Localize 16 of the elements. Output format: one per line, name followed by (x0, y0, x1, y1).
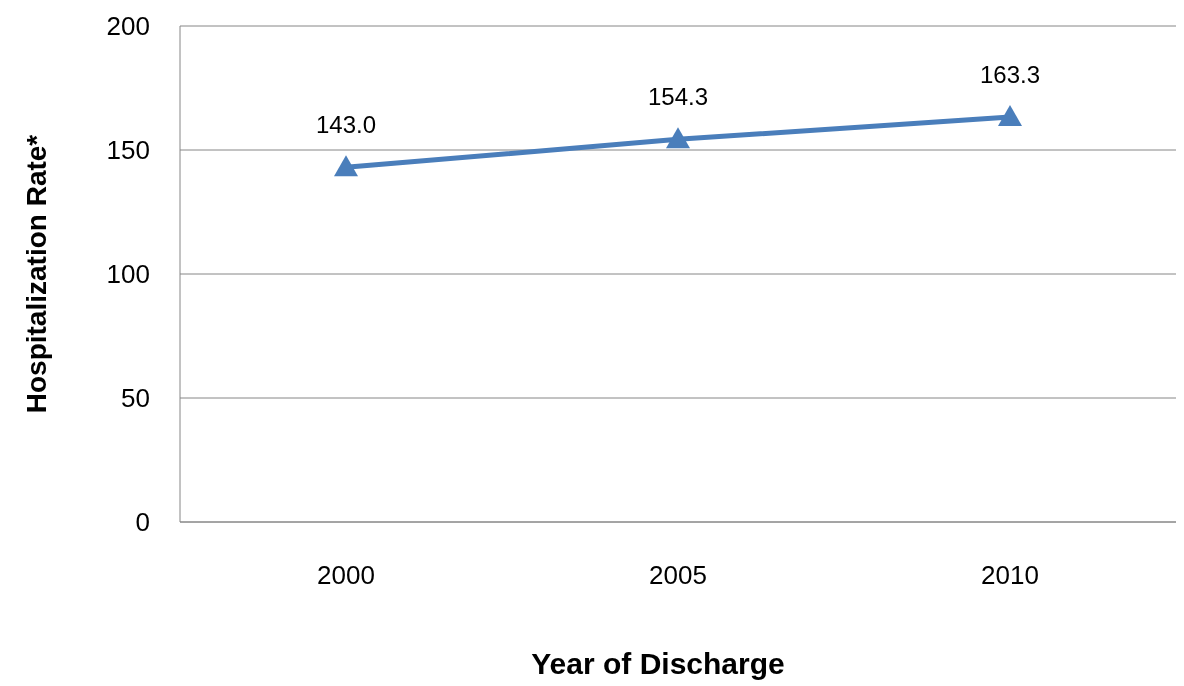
x-tick-label: 2005 (649, 560, 707, 590)
y-tick-label: 200 (106, 11, 150, 42)
y-tick-label: 50 (121, 383, 150, 414)
data-label: 154.3 (648, 83, 709, 111)
data-label: 143.0 (316, 111, 377, 139)
x-tick-label: 2000 (317, 560, 375, 590)
point (998, 105, 1022, 127)
x-axis-title: Year of Discharge (531, 647, 785, 680)
data-label: 163.3 (980, 61, 1041, 89)
y-tick-label: 150 (106, 135, 150, 166)
y-tick-label: 0 (135, 507, 150, 538)
point (334, 155, 358, 177)
y-axis-title: Hospitalization Rate* (21, 134, 52, 414)
y-tick-label: 100 (106, 259, 150, 290)
point (666, 127, 690, 149)
x-tick-label: 2010 (981, 560, 1039, 590)
